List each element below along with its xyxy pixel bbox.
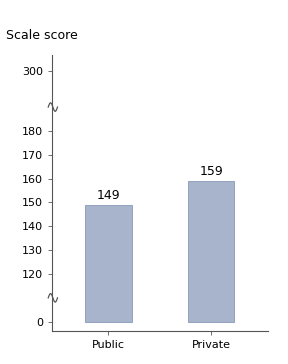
Text: Scale score: Scale score xyxy=(6,29,77,42)
Bar xyxy=(188,181,234,322)
Text: 149: 149 xyxy=(96,189,120,202)
Bar xyxy=(85,205,132,322)
Text: 159: 159 xyxy=(199,165,223,178)
